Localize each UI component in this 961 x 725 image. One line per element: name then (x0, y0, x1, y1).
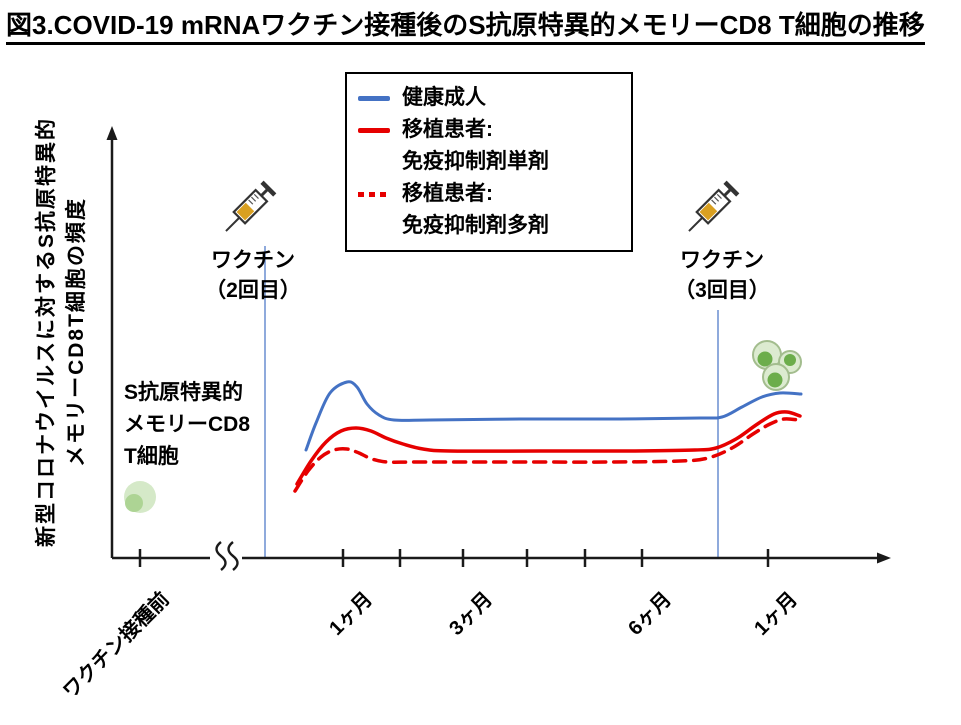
legend-item-healthy: 健康成人 (358, 82, 620, 114)
x-axis-arrow (877, 552, 891, 564)
memory-t-cell-icon (124, 481, 156, 513)
axis-break-icon (227, 541, 239, 571)
legend-item-single-agent-line2: 免疫抑制剤単剤 (358, 146, 620, 178)
annotation-vaccine-3rd-dose: ワクチン （3回目） (674, 249, 770, 302)
syringe-icon (688, 180, 740, 232)
x-axis-ticks (138, 549, 770, 567)
legend-label: 移植患者: (402, 182, 493, 205)
legend-item-multi-agent-line2: 免疫抑制剤多剤 (358, 210, 620, 242)
legend-label: 移植患者: (402, 118, 493, 141)
syringe-icon (225, 180, 277, 232)
vaccine-dose-lines (264, 246, 719, 558)
y-axis-arrow (106, 126, 118, 140)
figure-title: 図3.COVID-19 mRNAワクチン接種後のS抗原特異的メモリーCD8 T細… (6, 5, 925, 45)
memory-t-cell-cluster-icon (752, 340, 802, 391)
annotation-vaccine-2nd-dose: ワクチン （2回目） (205, 249, 301, 302)
axes (106, 126, 891, 571)
legend-item-single-agent: 移植患者: (358, 114, 620, 146)
legend-swatch-solid-blue-line (358, 95, 390, 101)
legend: 健康成人 移植患者: 免疫抑制剤単剤 移植患者: 免疫抑制剤多剤 (345, 72, 633, 252)
series-multi-immunosuppressant-line (293, 417, 800, 493)
legend-swatch-dotted-red-line (358, 191, 390, 197)
series-healthy-adults-line (304, 380, 803, 452)
axis-break-icon (215, 541, 227, 571)
legend-label: 免疫抑制剤多剤 (402, 214, 549, 237)
series-single-immunosuppressant-line (295, 410, 802, 486)
legend-swatch-solid-red-line (358, 127, 390, 133)
legend-label: 免疫抑制剤単剤 (402, 150, 549, 173)
annotation-s-specific-memory-cd8-t-cell: S抗原特異的 メモリーCD8 T細胞 (124, 381, 251, 468)
legend-item-multi-agent: 移植患者: (358, 178, 620, 210)
legend-label: 健康成人 (402, 86, 486, 109)
